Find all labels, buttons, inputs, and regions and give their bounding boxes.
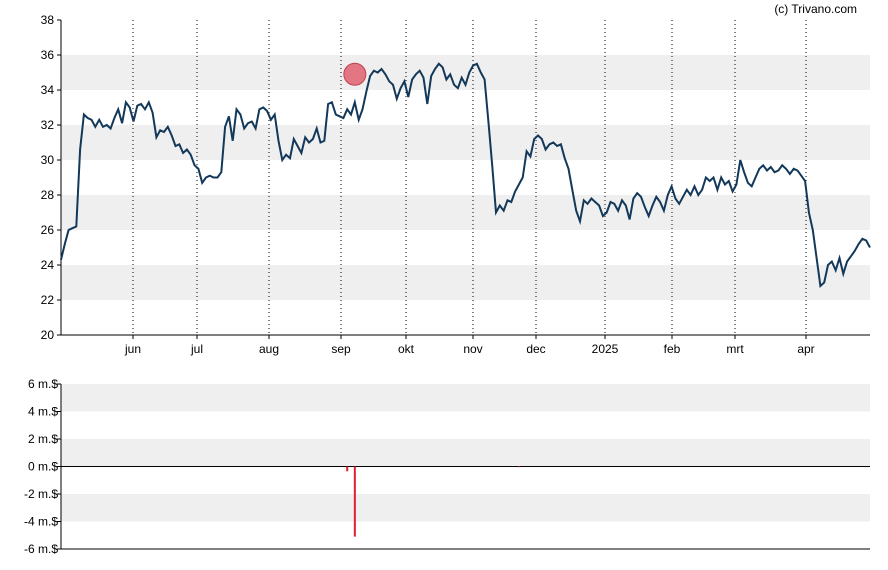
volume-y-tick-label: 4 m.$ (28, 405, 58, 419)
price-x-tick-label: mrt (726, 342, 744, 356)
volume-y-tick-label: -4 m.$ (24, 515, 58, 529)
price-x-tick-label: feb (664, 342, 681, 356)
volume-y-tick-label: -6 m.$ (24, 542, 58, 556)
volume-grid-band (61, 439, 870, 467)
volume-axis: 6 m.$ 4 m.$ 2 m.$ 0 m.$ -2 m.$ -4 m.$ -6 m.$ (24, 377, 870, 556)
volume-grid-band (61, 384, 870, 412)
price-x-tick-label: dec (526, 342, 545, 356)
price-x-tick-label: okt (398, 342, 415, 356)
price-x-tick-label: sep (331, 342, 351, 356)
price-y-tick-label: 38 (41, 13, 55, 27)
price-y-tick-label: 28 (41, 188, 55, 202)
price-x-tick-label: aug (259, 342, 279, 356)
price-x-tick-label: 2025 (592, 342, 619, 356)
price-y-tick-label: 26 (41, 223, 55, 237)
price-x-tick-label: apr (797, 342, 814, 356)
price-y-tick-label: 32 (41, 118, 55, 132)
price-grid-bands (61, 55, 870, 300)
price-y-tick-label: 34 (41, 83, 55, 97)
volume-y-tick-label: -2 m.$ (24, 487, 58, 501)
price-vertical-gridlines (132, 20, 807, 335)
price-x-tick-labels: jun jul aug sep okt nov dec 2025 feb mrt apr (124, 335, 815, 356)
price-x-tick-label: nov (463, 342, 482, 356)
price-x-tick-label: jul (190, 342, 203, 356)
price-y-tick-label: 20 (41, 328, 55, 342)
price-line (60, 62, 871, 289)
copyright-label: (c) Trivano.com (774, 2, 857, 16)
price-y-tick-label: 22 (41, 293, 55, 307)
price-grid-band (61, 125, 870, 160)
price-y-tick-label: 36 (41, 48, 55, 62)
price-grid-band (61, 195, 870, 230)
volume-grid-bands (61, 384, 870, 522)
volume-y-tick-label: 6 m.$ (28, 377, 58, 391)
price-x-tick-label: jun (124, 342, 141, 356)
volume-grid-band (61, 494, 870, 522)
volume-y-tick-label: 0 m.$ (28, 460, 58, 474)
price-grid-band (61, 265, 870, 300)
price-event-marker (343, 62, 367, 86)
volume-bars (346, 466, 520, 537)
price-y-tick-label: 24 (41, 258, 55, 272)
price-y-tick-label: 30 (41, 153, 55, 167)
volume-y-tick-label: 2 m.$ (28, 432, 58, 446)
